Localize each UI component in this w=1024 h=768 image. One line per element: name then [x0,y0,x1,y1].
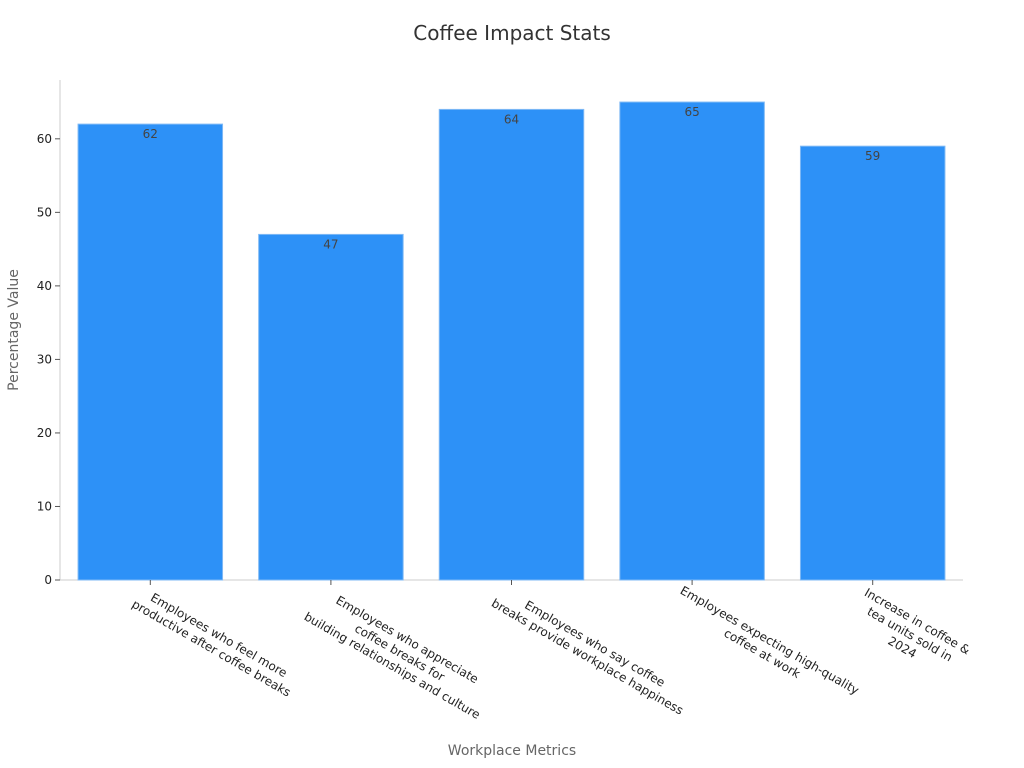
y-tick-label: 0 [44,573,52,587]
bar [438,108,585,581]
bar-value-label: 59 [865,149,880,163]
bar [258,233,404,581]
x-tick-label: Employees who feel moreproductive after … [129,584,300,700]
y-axis-title: Percentage Value [6,269,22,391]
y-tick-label: 50 [37,205,52,219]
bar [619,101,765,581]
chart-title: Coffee Impact Stats [413,21,611,45]
bar [799,145,946,581]
bar-value-label: 64 [504,112,519,126]
y-tick-label: 30 [37,352,52,366]
x-tick-label: Employees who say coffeebreaks provide w… [489,583,693,718]
y-tick-label: 20 [37,426,52,440]
bar-value-label: 62 [143,127,158,141]
y-tick-label: 40 [37,279,52,293]
x-tick-label: Increase in coffee &tea units sold in202… [847,585,972,683]
bar-value-label: 65 [684,105,699,119]
x-tick-label: Employees expecting high-qualitycoffee a… [670,583,861,710]
bar [77,123,224,581]
x-axis-title: Workplace Metrics [448,743,576,759]
y-tick-label: 60 [37,132,52,146]
y-tick-label: 10 [37,499,52,513]
plot-area: 0 10 20 30 40 50 60 62 Employees who feel morepr… [37,80,973,722]
x-tick-label: Employees who appreciatecoffee breaks fo… [302,583,498,721]
bar-value-label: 47 [323,237,338,251]
